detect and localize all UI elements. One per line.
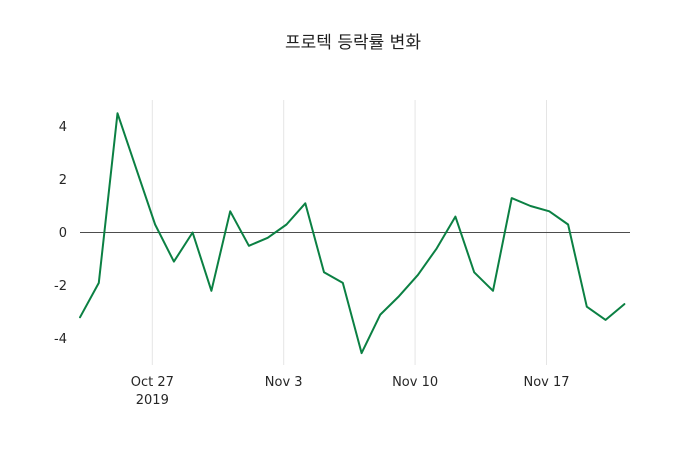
plot-area: 4 2 0 -2 -4 Oct 27 2019 Nov 3 Nov 10 Nov 17 <box>54 100 630 408</box>
chart-title: 프로텍 등락률 변화 <box>285 33 421 53</box>
y-tick-label: -2 <box>54 279 67 294</box>
x-tick-sublabel: 2019 <box>136 393 169 408</box>
series-line <box>79 112 626 355</box>
x-tick-label: Oct 27 <box>131 375 174 390</box>
x-tick-label: Nov 17 <box>523 375 569 390</box>
x-tick-label: Nov 3 <box>265 375 303 390</box>
y-tick-label: -4 <box>54 332 67 347</box>
y-tick-label: 2 <box>59 173 67 188</box>
x-tick-label: Nov 10 <box>392 375 438 390</box>
y-tick-label: 4 <box>59 120 67 135</box>
y-tick-label: 0 <box>59 226 67 241</box>
